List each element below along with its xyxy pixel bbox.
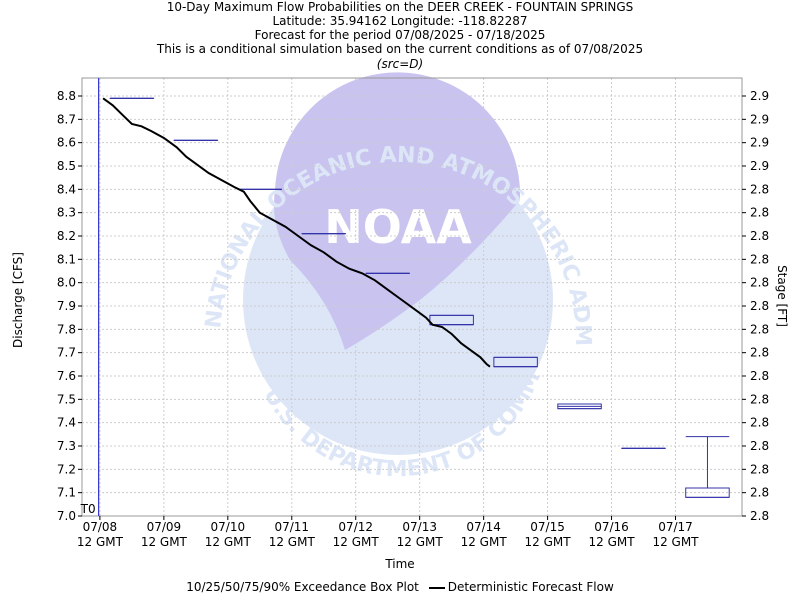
y-right-tick-label: 2.8 (750, 462, 769, 476)
x-tick-date: 07/15 (530, 520, 565, 534)
y-tick-label: 8.7 (57, 112, 76, 126)
y-tick-label: 7.3 (57, 439, 76, 453)
x-axis-title: Time (384, 557, 414, 571)
y-tick-label: 7.5 (57, 392, 76, 406)
chart-title: 10-Day Maximum Flow Probabilities on the… (166, 0, 634, 14)
x-tick-date: 07/11 (274, 520, 309, 534)
y-right-tick-label: 2.8 (750, 439, 769, 453)
y-right-tick-label: 2.8 (750, 369, 769, 383)
y-right-tick-label: 2.8 (750, 182, 769, 196)
y-right-tick-label: 2.8 (750, 252, 769, 266)
y-right-tick-label: 2.8 (750, 509, 769, 523)
y-tick-label: 7.8 (57, 322, 76, 336)
x-tick-date: 07/09 (147, 520, 182, 534)
y-right-tick-label: 2.8 (750, 229, 769, 243)
x-tick-date: 07/14 (466, 520, 501, 534)
y-tick-label: 7.0 (57, 509, 76, 523)
y-right-tick-label: 2.9 (750, 136, 769, 150)
y-tick-label: 7.4 (57, 416, 76, 430)
y-tick-label: 7.9 (57, 299, 76, 313)
x-tick-date: 07/12 (338, 520, 373, 534)
y-tick-label: 8.2 (57, 229, 76, 243)
legend-boxplot-label: 10/25/50/75/90% Exceedance Box Plot (186, 580, 419, 594)
y-right-tick-label: 2.8 (750, 299, 769, 313)
x-tick-time: 12 GMT (141, 535, 188, 549)
x-tick-time: 12 GMT (588, 535, 635, 549)
boxplots (109, 97, 730, 498)
x-tick-time: 12 GMT (205, 535, 252, 549)
y-tick-label: 8.8 (57, 89, 76, 103)
y-axis-left-title: Discharge [CFS] (11, 252, 25, 348)
legend-line-swatch (428, 586, 445, 589)
x-tick-time: 12 GMT (397, 535, 444, 549)
x-tick-date: 07/13 (402, 520, 437, 534)
y-axis-right-title: Stage [FT] (775, 265, 789, 327)
t0-label: T0 (80, 502, 96, 516)
y-tick-label: 7.2 (57, 462, 76, 476)
chart-source: (src=D) (376, 57, 424, 71)
x-tick-date: 07/16 (594, 520, 629, 534)
y-right-tick-label: 2.8 (750, 276, 769, 290)
y-tick-label: 8.3 (57, 206, 76, 220)
y-right-tick-label: 2.8 (750, 346, 769, 360)
x-tick-date: 07/10 (211, 520, 246, 534)
y-right-tick-label: 2.8 (750, 416, 769, 430)
x-tick-time: 12 GMT (461, 535, 508, 549)
y-axis-left: 7.0 7.1 7.2 7.3 7.4 7.5 7.6 7.7 7.8 7.9 8.0 8.1 8.2 8… (57, 89, 82, 523)
x-tick-time: 12 GMT (652, 535, 699, 549)
y-right-tick-label: 2.9 (750, 89, 769, 103)
noaa-watermark: NOAA NATIONAL OCEANIC AND ATMOSPHERIC AD… (0, 0, 595, 482)
noaa-bird-shape (274, 72, 521, 351)
y-tick-label: 8.6 (57, 136, 76, 150)
plot-area (81, 77, 743, 517)
chart-condition: This is a conditional simulation based o… (156, 42, 644, 56)
forecast-flow-line (102, 97, 491, 368)
y-tick-label: 7.6 (57, 369, 76, 383)
x-tick-date: 07/17 (658, 520, 693, 534)
y-right-tick-label: 2.9 (750, 159, 769, 173)
y-right-tick-label: 2.8 (750, 486, 769, 500)
noaa-logo-text: NOAA (324, 200, 472, 254)
y-right-tick-label: 2.9 (750, 112, 769, 126)
y-axis-right: 2.8 2.8 2.8 2.8 2.8 2.8 2.8 2.8 2.8 2.8 2.8 2.8 2.8 2… (742, 89, 769, 523)
x-tick-time: 12 GMT (525, 535, 572, 549)
y-tick-label: 7.7 (57, 346, 76, 360)
x-tick-date: 07/08 (83, 520, 118, 534)
y-tick-label: 8.0 (57, 276, 76, 290)
y-tick-label: 8.4 (57, 182, 76, 196)
y-right-tick-label: 2.8 (750, 206, 769, 220)
y-right-tick-label: 2.8 (750, 392, 769, 406)
chart-location: Latitude: 35.94162 Longitude: -118.82287 (272, 14, 528, 28)
x-tick-time: 12 GMT (333, 535, 380, 549)
y-tick-label: 8.1 (57, 252, 76, 266)
y-tick-label: 7.1 (57, 486, 76, 500)
y-tick-label: 8.5 (57, 159, 76, 173)
y-right-tick-label: 2.8 (750, 322, 769, 336)
chart-period: Forecast for the period 07/08/2025 - 07/… (254, 28, 546, 42)
x-tick-time: 12 GMT (269, 535, 316, 549)
x-tick-time: 12 GMT (77, 535, 124, 549)
legend: 10/25/50/75/90% Exceedance Box Plot Dete… (0, 580, 800, 594)
legend-line-label: Deterministic Forecast Flow (447, 580, 614, 594)
